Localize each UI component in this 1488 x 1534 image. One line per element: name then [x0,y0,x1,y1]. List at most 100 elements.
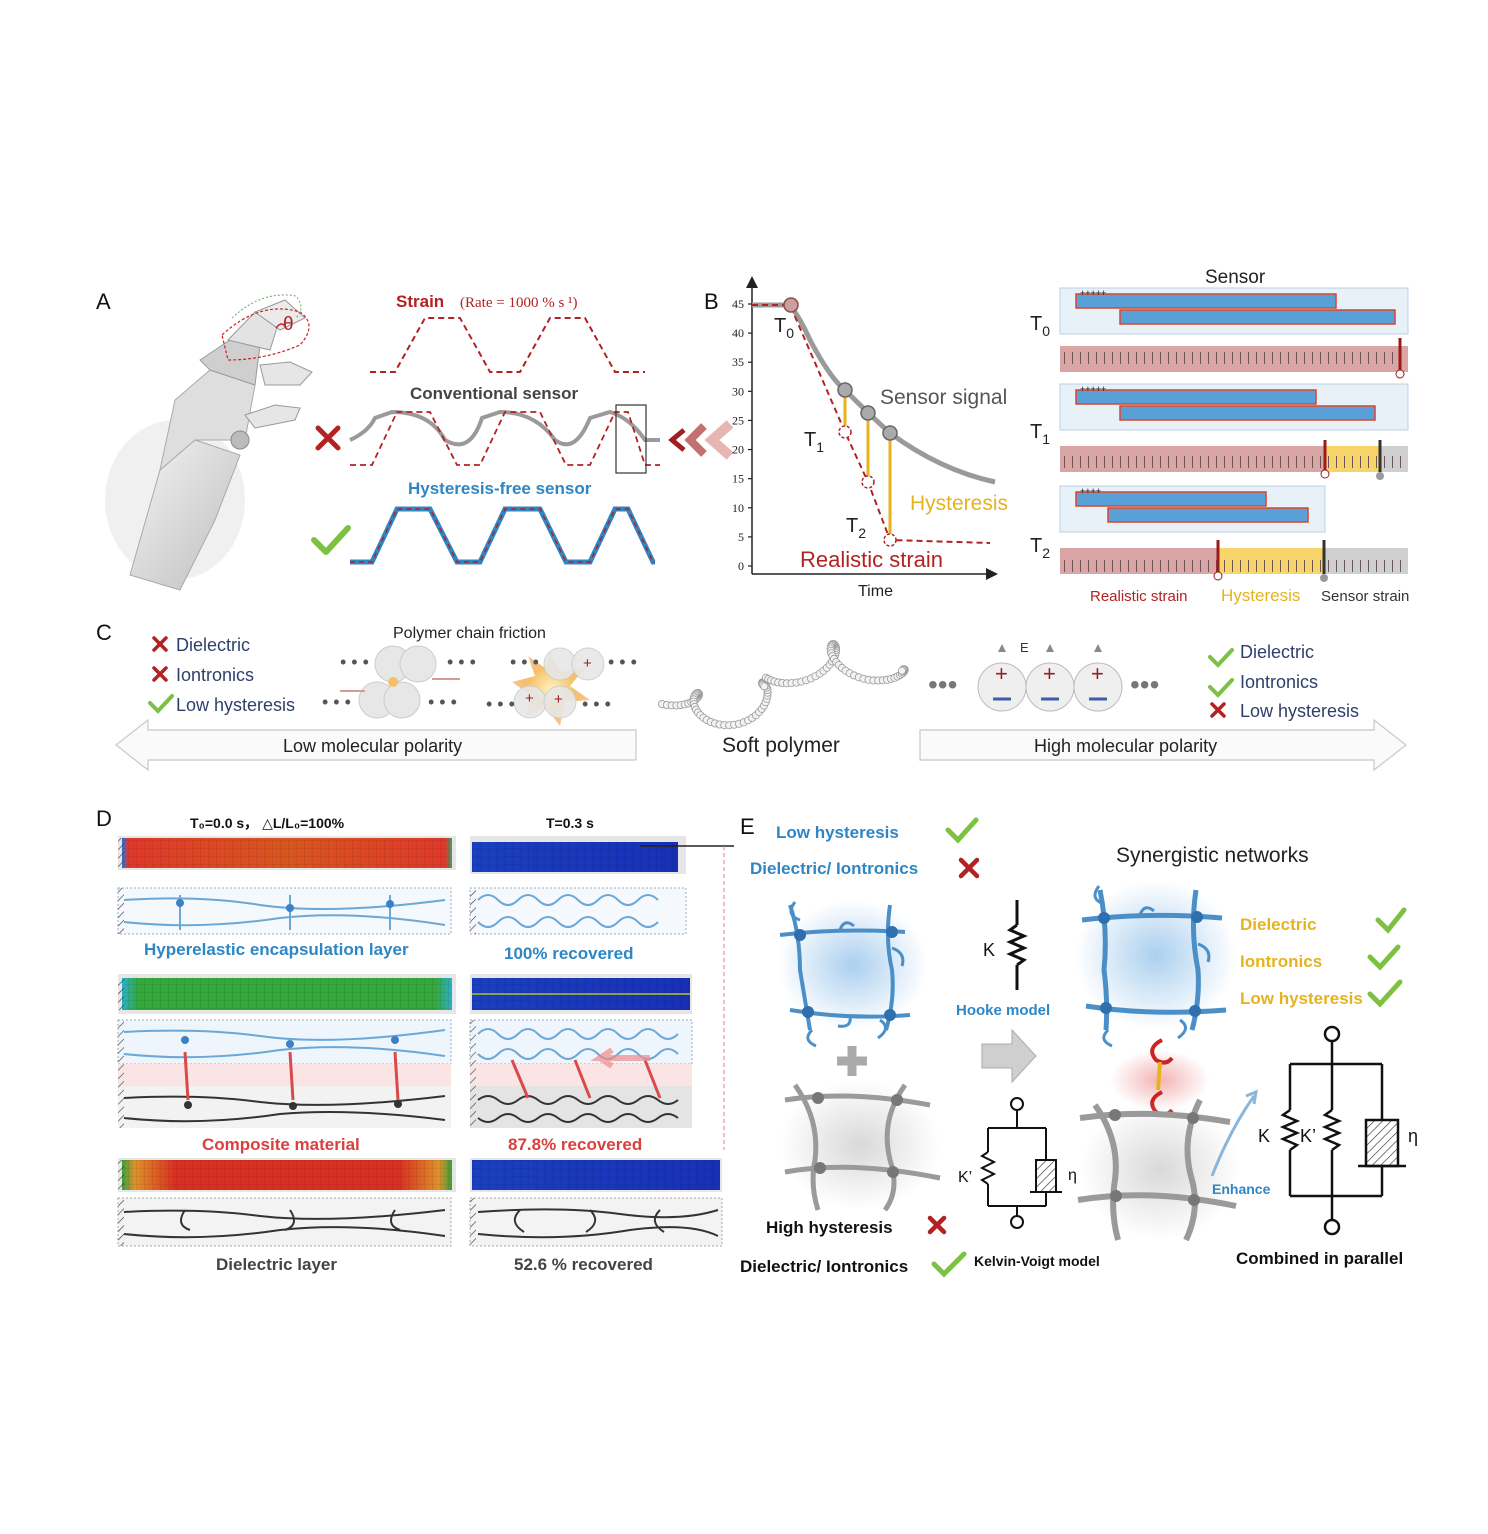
chain-network-composite-stretched [117,1019,452,1128]
t1-sensor-marker [837,382,853,398]
t2-sensor-marker [860,405,876,421]
e-right-item-1: Dielectric [1240,915,1317,934]
parallel-k-label: K [1258,1126,1270,1146]
hysteresis-free-realistic-strain [350,508,655,563]
polymer-bead [897,666,906,675]
svg-text:• • •: • • • [608,652,637,672]
fem-bar-hyperelastic-stretched [118,836,456,870]
field-arrow-icon [998,644,1006,652]
legend-realistic-strain: Realistic strain [1090,588,1188,605]
t1-strain-marker [838,425,852,439]
c-right-item-2: Iontronics [1240,672,1318,692]
enhance-arrow-head [1245,1089,1258,1105]
svg-text:• • •: • • • [582,694,611,714]
c-left-item-3: Low hysteresis [176,695,295,715]
fem-bar-dielectric-stretched [118,1158,456,1192]
ruler-t2 [1060,540,1408,582]
svg-text:• • •: • • • [322,692,351,712]
panel-label-e: E [740,814,755,839]
y-tick-label: 0 [738,559,744,573]
sensor-signal-label: Sensor signal [880,386,1007,409]
parallel-eta-label: η [1408,1126,1418,1146]
cross-icon [927,1215,947,1235]
hyperelastic-label: Hyperelastic encapsulation layer [144,940,409,959]
e-right-item-3: Low hysteresis [1240,989,1363,1008]
synergistic-title: Synergistic networks [1116,844,1309,867]
check-icon [1367,979,1403,1008]
polymer-bead [760,682,769,691]
c-right-item-3: Low hysteresis [1240,701,1359,721]
low-polarity-label: Low molecular polarity [283,736,462,756]
strain-rate: (Rate = 1000 % s ¹) [460,295,578,311]
dielectric-layer-label: Dielectric layer [216,1255,337,1274]
high-polarity-arrow [919,718,1407,772]
combined-parallel-label: Combined in parallel [1236,1249,1403,1268]
low-polarity-arrow [115,718,637,772]
enhance-arrow [1210,1095,1256,1177]
c-left-item-2: Iontronics [176,665,254,685]
friction-illustration: • • • • • • • • • • • • [322,645,476,719]
e-right-item-2: Iontronics [1240,952,1322,971]
strain-waveform [370,317,645,373]
e-field-label: E [1020,640,1029,655]
chain-network-dielectric-stretched [117,1197,452,1247]
y-axis-ticks: 45 40 35 30 25 20 15 10 5 0 [732,297,752,573]
hysteresis-label: Hysteresis [910,492,1008,515]
t2-label: T2 [846,515,866,541]
y-tick-label: 35 [732,355,744,369]
conventional-sensor-signal [349,409,660,447]
y-tick-label: 10 [732,501,744,515]
sensor-title: Sensor [1205,267,1266,288]
t2-strain-marker [861,475,875,489]
soft-polymer-label: Soft polymer [722,734,840,757]
plus-icon [837,1046,867,1076]
recovered-52-label: 52.6 % recovered [514,1255,653,1274]
dipoles-illustration: ••• ••• + + + E [928,640,1159,712]
legend-hysteresis: Hysteresis [1221,586,1300,605]
y-tick-label: 25 [732,413,744,427]
transform-arrow-icon [981,1028,1037,1084]
conventional-realistic-strain [350,411,660,466]
field-arrow-icon [1046,644,1054,652]
charged-friction-illustration: + + + • • • • • • • • • • • • [486,647,637,726]
positive-charge: + [1043,661,1056,686]
zoom-box [615,404,647,474]
fem-bar-hyperelastic-recovered [470,836,734,874]
panel-d: D T₀=0.0 s， △L/L₀=100% T=0.3 s [96,806,734,1274]
svg-text:•••: ••• [928,669,957,700]
ruler-t0 [1060,338,1408,379]
x-axis-label: Time [858,583,893,600]
svg-text:+: + [525,690,534,707]
y-tick-label: 45 [732,297,744,311]
c-right-item-1: Dielectric [1240,642,1314,662]
blue-network-illustration [778,900,928,1048]
y-tick-label: 15 [732,472,744,486]
dipole [1073,662,1123,712]
recovered-87-label: 87.8% recovered [508,1135,642,1154]
sensor-diagram-t2: ++++ [1059,485,1326,533]
legend-sensor-strain: Sensor strain [1321,588,1409,605]
cross-icon [152,666,168,682]
kelvin-voigt-label: Kelvin-Voigt model [974,1253,1100,1269]
plus-signs: +++++ [1080,384,1106,394]
svg-text:•••: ••• [1130,669,1159,700]
e-low-hysteresis: Low hysteresis [776,823,899,842]
y-tick-label: 40 [732,326,744,340]
panel-c: C Dielectric Iontronics Low hysteresis P… [96,620,1407,772]
friction-label: Polymer chain friction [393,625,546,642]
e-high-hysteresis: High hysteresis [766,1218,893,1237]
y-tick-label: 20 [732,443,744,457]
check-icon [1367,944,1401,971]
t0-label: T0 [774,315,794,341]
chain-network-blue-recovered [469,887,687,935]
t3-strain-marker [883,533,897,547]
d-title-right: T=0.3 s [546,815,594,831]
parallel-model-diagram [1279,1025,1406,1236]
green-check-icon [311,525,351,555]
panel-a: A θ Strain (Rate = 1000 % s ¹) Conventio… [96,289,734,591]
hysteresis-free-signal [350,506,656,565]
d-title-left: T₀=0.0 s， △L/L₀=100% [190,815,345,831]
check-icon [945,817,979,844]
hysteresis-free-title: Hysteresis-free sensor [408,479,592,498]
